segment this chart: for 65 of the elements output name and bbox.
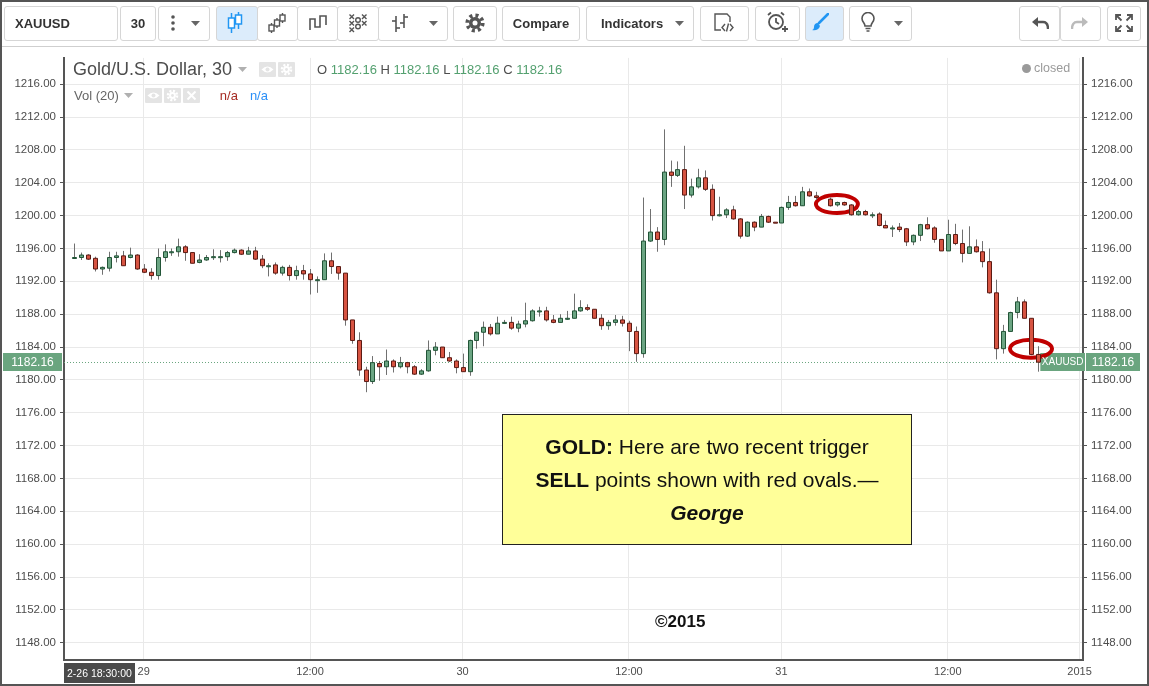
y-tick-label: 1216.00 (14, 77, 56, 90)
y2-tick-label: 1172.00 (1091, 438, 1132, 451)
y2-tick-label: 1188.00 (1091, 307, 1132, 320)
candlestick (960, 229, 965, 263)
x-tick-label: 31 (775, 664, 788, 677)
x-tick-label: 12:00 (296, 664, 324, 677)
toolbar-button: 30 (120, 6, 156, 41)
annotation: closed (1034, 61, 1071, 75)
y2-tick-label: 1156.00 (1091, 570, 1132, 583)
note-box: GOLD: Here are two recent trigger SELL points shown with red ovals.—George (502, 414, 912, 545)
chart-title: Gold/U.S. Dollar, 30 (73, 58, 233, 80)
ref-line-label: XAUUSD (1041, 356, 1084, 368)
y2-tick-label: 1216.00 (1091, 77, 1133, 90)
y-tick-label: 1180.00 (15, 373, 56, 386)
x-tick-label: 30 (456, 664, 469, 677)
x-tick-label: 12:00 (615, 664, 643, 677)
y-tick-label: 1204.00 (14, 175, 56, 188)
annotation: O 1182.16 H 1182.16 L 1182.16 C 1182.16 (317, 61, 563, 77)
candlestick (107, 251, 112, 272)
candlestick (523, 302, 528, 328)
annotation: ©2015 (655, 612, 706, 632)
y2-tick-label: 1152.00 (1091, 603, 1132, 616)
y2-tick-label: 1192.00 (1091, 274, 1132, 287)
y2-tick-label: 1212.00 (1091, 110, 1133, 123)
y-tick-label: 1156.00 (15, 570, 56, 583)
y-tick-label: 1212.00 (14, 110, 56, 123)
text: 1182.16 (11, 354, 55, 369)
text: 2-26 18:30:00 (64, 663, 135, 683)
y-tick-label: 1184.00 (15, 340, 56, 353)
y-tick-label: 1148.00 (15, 635, 56, 648)
y2-tick-label: 1148.00 (1091, 635, 1132, 648)
candlestick (703, 169, 708, 192)
y-tick-label: 1196.00 (15, 241, 56, 254)
y2-tick-label: 1204.00 (1091, 175, 1133, 188)
y2-tick-label: 1200.00 (1091, 208, 1133, 221)
toolbar-button: Indicators (586, 6, 694, 41)
symbol-field: XAUUSD (4, 6, 118, 41)
y2-tick-label: 1160.00 (1091, 537, 1132, 550)
y-tick-label: 1200.00 (14, 208, 56, 221)
y-tick-label: 1192.00 (15, 274, 56, 287)
y2-tick-label: 1164.00 (1091, 504, 1132, 517)
x-tick-label: 2015 (1067, 664, 1092, 677)
y-tick-label: 1188.00 (15, 307, 56, 320)
y-tick-label: 1168.00 (15, 471, 56, 484)
y-tick-label: 1152.00 (15, 603, 56, 616)
text: 1182.16 (1091, 354, 1135, 369)
y2-tick-label: 1176.00 (1091, 405, 1132, 418)
annotation: n/a (219, 87, 238, 103)
y-tick-label: 1172.00 (15, 438, 56, 451)
y-tick-label: 1176.00 (15, 405, 56, 418)
candlestick (967, 225, 972, 254)
y2-tick-label: 1208.00 (1091, 143, 1133, 156)
annotation: n/a (249, 87, 268, 103)
annotation: Vol (20) (74, 87, 119, 103)
y2-tick-label: 1180.00 (1091, 373, 1132, 386)
y2-tick-label: 1184.00 (1091, 340, 1132, 353)
candlestick (689, 178, 694, 199)
y2-tick-label: 1196.00 (1091, 241, 1132, 254)
y2-tick-label: 1168.00 (1091, 471, 1132, 484)
toolbar-button: Compare (502, 6, 580, 41)
x-tick-label: 12:00 (934, 664, 962, 677)
x-tick-label: 29 (137, 664, 150, 677)
y-tick-label: 1160.00 (15, 537, 56, 550)
y-tick-label: 1164.00 (15, 504, 56, 517)
y-tick-label: 1208.00 (14, 143, 56, 156)
